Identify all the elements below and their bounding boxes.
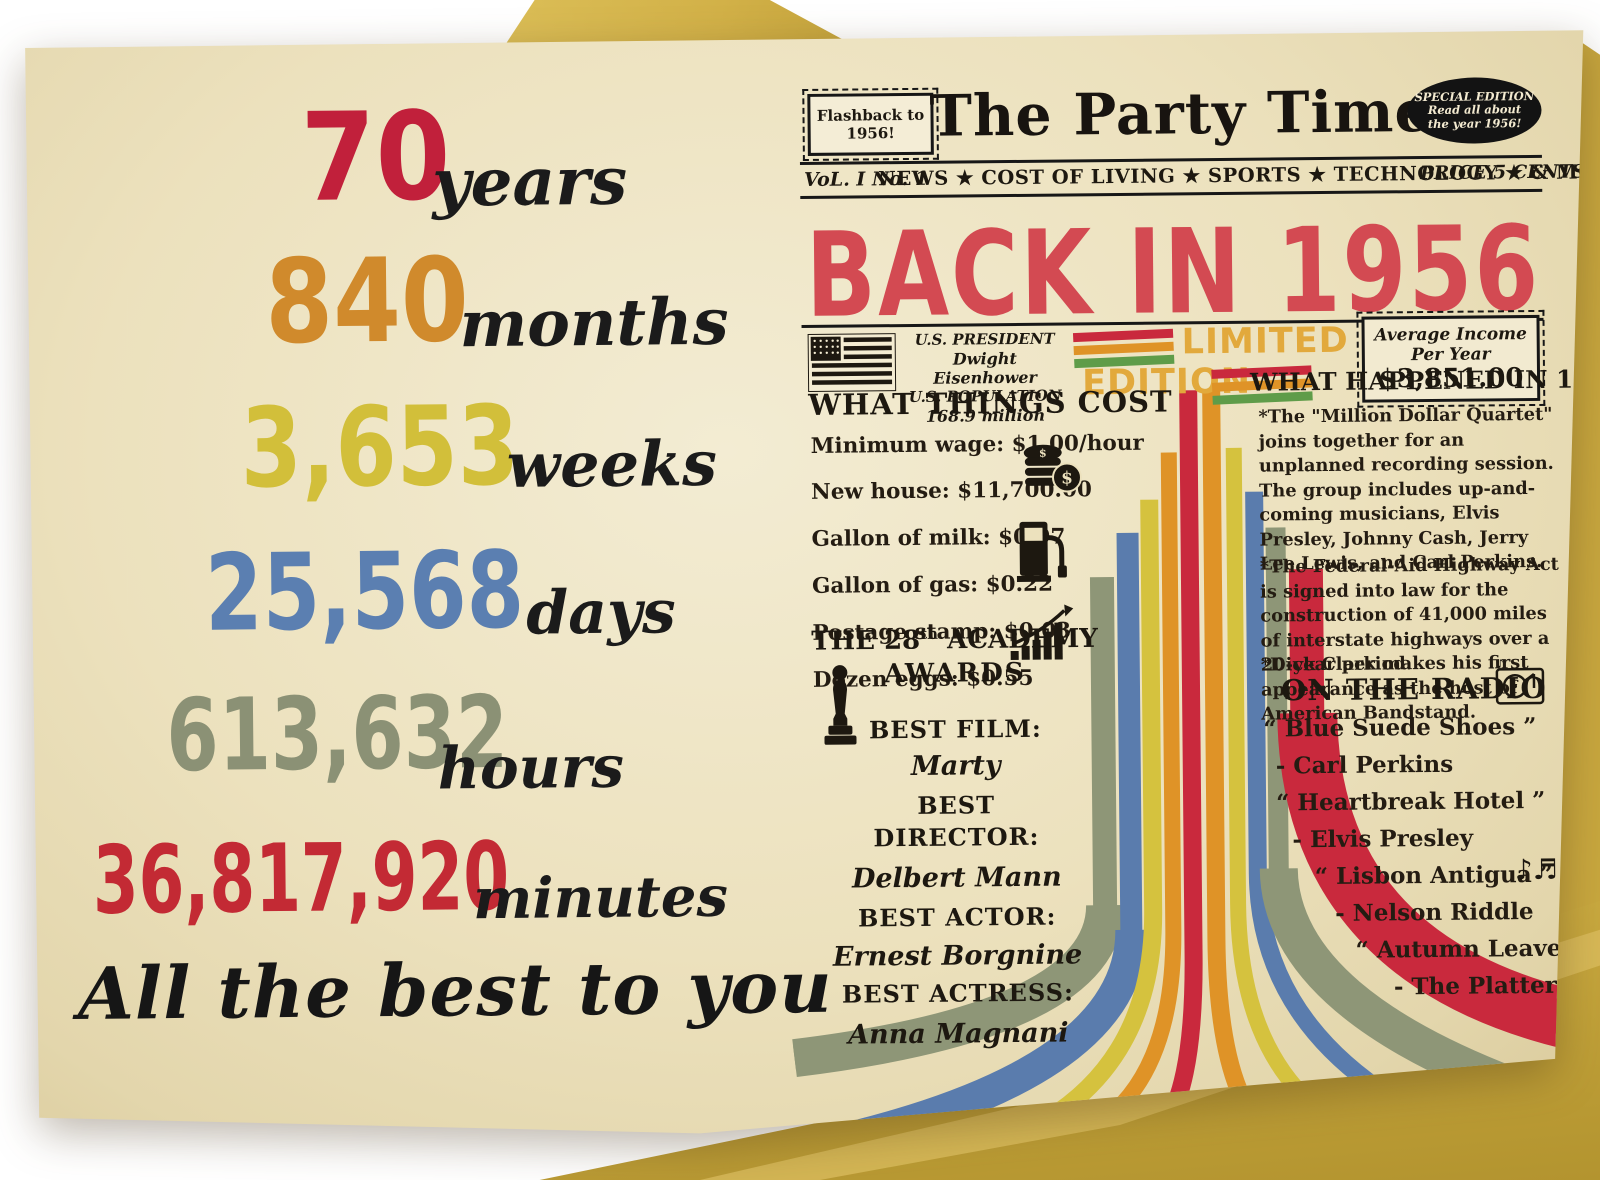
cost-item-minimum-wage: Minimum wage: $1.00/hour — [810, 430, 1144, 459]
song-title-blue-suede-shoes: “ Blue Suede Shoes ” — [1263, 712, 1537, 743]
card-content: 70 years 840 months 3,653 weeks 25,568 d… — [25, 30, 1583, 1134]
song-artist-nelson-riddle: - Nelson Riddle — [1335, 898, 1534, 927]
masthead-title: The Party Times — [929, 77, 1466, 150]
oscar-statuette-icon — [824, 665, 857, 745]
income-label-line1: Average Income — [1374, 324, 1528, 346]
record-player-icon: ♪ — [1495, 657, 1545, 705]
countdown-unit-days: days — [525, 577, 677, 649]
countdown-unit-weeks: weeks — [506, 426, 718, 502]
svg-text:$: $ — [1061, 468, 1073, 488]
us-flag-icon — [807, 333, 897, 392]
greeting-card: 70 years 840 months 3,653 weeks 25,568 d… — [22, 28, 1588, 1140]
best-director-label-line1: BEST — [917, 790, 996, 820]
countdown-value-months: 840 — [264, 233, 470, 371]
song-title-heartbreak-hotel: “ Heartbreak Hotel ” — [1275, 786, 1546, 817]
best-actor-label: BEST ACTOR: — [857, 901, 1057, 933]
card-paper: 70 years 840 months 3,653 weeks 25,568 d… — [25, 30, 1584, 1134]
best-film-name: Marty — [910, 750, 1001, 782]
coins-icon: $ $ — [1023, 444, 1082, 493]
song-artist-the-platters: - The Platters — [1393, 971, 1570, 1001]
growth-chart-icon — [1010, 604, 1074, 661]
best-actress-label: BEST ACTRESS: — [841, 977, 1075, 1009]
countdown-unit-years: years — [431, 141, 628, 222]
best-director-name: Delbert Mann — [851, 861, 1062, 895]
countdown-value-minutes: 36,817,920 — [92, 822, 510, 936]
flashback-stamp: Flashback to 1956! — [802, 87, 939, 162]
newspaper-section: Flashback to 1956! The Party Times SPECI… — [25, 30, 1583, 1051]
countdown-unit-months: months — [459, 284, 729, 363]
president-name: Dwight Eisenhower — [933, 348, 1038, 388]
song-artist-carl-perkins: - Carl Perkins — [1275, 750, 1454, 780]
happened-title: WHAT HAPPENED IN 1956 — [1249, 364, 1600, 397]
song-title-autumn-leaves: “ Autumn Leaves ” — [1355, 934, 1596, 964]
countdown-value-weeks: 3,653 — [240, 381, 520, 513]
svg-text:$: $ — [1039, 447, 1047, 460]
music-notes-icon: ♪♬ — [1514, 852, 1558, 887]
price-label: PRICE 5 CENTS — [1419, 161, 1586, 185]
song-artist-elvis-presley: - Elvis Presley — [1292, 824, 1474, 854]
countdown-unit-minutes: minutes — [472, 863, 729, 933]
countdown-value-years: 70 — [300, 85, 451, 229]
income-label-line2: Per Year — [1411, 344, 1491, 366]
best-actor-name: Ernest Borgnine — [832, 939, 1083, 973]
badge-line3: the year 1956! — [1427, 115, 1522, 131]
happened-paragraph-1: *The "Million Dollar Quartet" joins toge… — [1258, 403, 1554, 575]
headline: BACK IN 1956 — [805, 200, 1541, 345]
best-actress-name: Anna Magnani — [847, 1017, 1069, 1051]
gas-pump-icon — [1016, 521, 1067, 582]
closing-message: All the best to you — [77, 943, 833, 1036]
academy-title-line1: THE 28th ACADEMY — [811, 623, 1098, 657]
president-label: U.S. PRESIDENT — [914, 329, 1055, 349]
countdown-value-days: 25,568 — [204, 528, 525, 655]
flashback-stamp-line1: Flashback to — [816, 105, 925, 125]
limited-word: LIMITED — [1181, 320, 1349, 363]
best-director-label-line2: DIRECTOR: — [873, 821, 1040, 853]
countdown-unit-hours: hours — [437, 732, 625, 803]
flashback-stamp-line2: 1956! — [846, 124, 895, 143]
best-film-label: BEST FILM: — [868, 713, 1042, 745]
costs-title: WHAT THINGS COST — [808, 384, 1173, 422]
svg-text:♪: ♪ — [1497, 657, 1504, 670]
